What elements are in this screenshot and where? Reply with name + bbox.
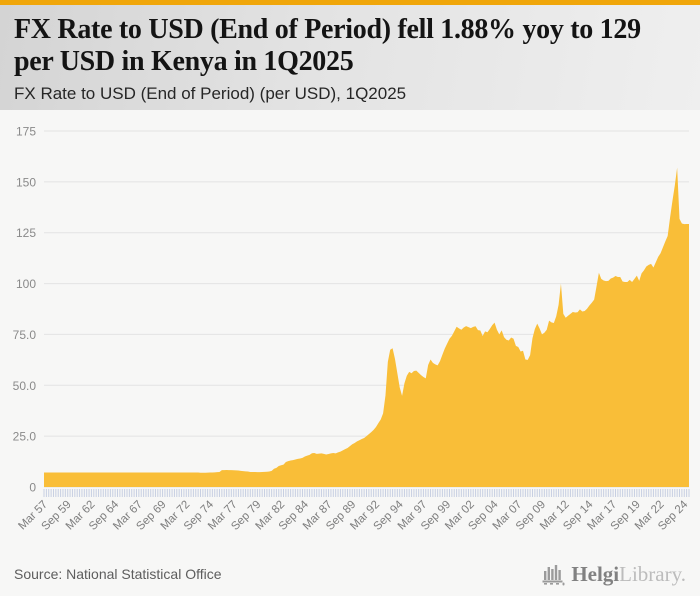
accent-top-bar [0,0,700,5]
y-axis-labels: 175 150 125 100 75.0 50.0 25.0 0 [13,125,37,495]
source-text: Source: National Statistical Office [14,566,222,582]
svg-text:175: 175 [16,125,36,139]
svg-text:100: 100 [16,277,36,291]
svg-text:125: 125 [16,226,36,240]
page-title: FX Rate to USD (End of Period) fell 1.88… [14,14,641,77]
y-gridlines [44,130,689,488]
svg-text:50.0: 50.0 [13,379,37,393]
x-tick-comb [43,489,690,497]
logo-brand-secondary: Library. [619,561,686,586]
helgi-library-logo[interactable]: HelgiLibrary. [541,563,686,586]
svg-text:150: 150 [16,175,36,189]
svg-text:0: 0 [29,481,36,495]
svg-text:25.0: 25.0 [13,430,37,444]
svg-text:75.0: 75.0 [13,328,37,342]
logo-brand-primary: Helgi [571,561,620,586]
chart-subtitle: FX Rate to USD (End of Period) (per USD)… [14,84,407,104]
fx-rate-series-area [44,167,689,487]
footer: Source: National Statistical Office Helg… [0,552,700,596]
header: FX Rate to USD (End of Period) fell 1.88… [0,5,700,110]
helgi-bars-icon [542,564,565,585]
logo-wordmark: HelgiLibrary. [571,561,686,586]
